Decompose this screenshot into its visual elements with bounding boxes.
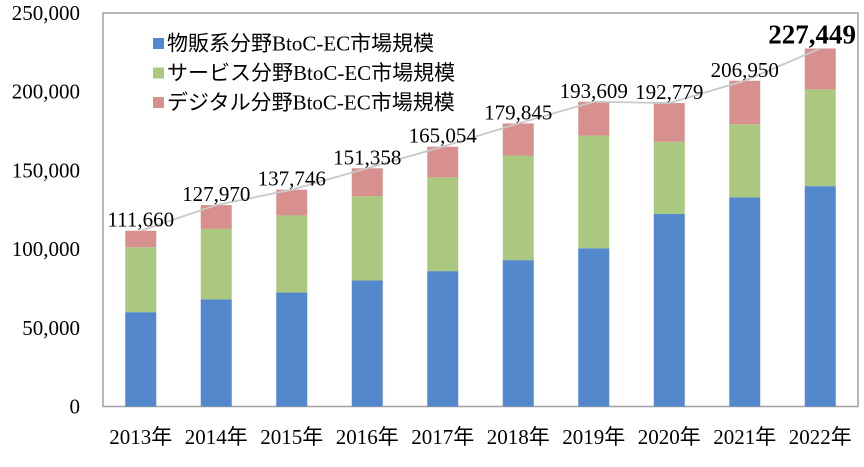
bar-segment-2019年-series1 xyxy=(578,135,610,249)
bar-segment-2021年-series2 xyxy=(729,80,761,125)
bar-segment-2016年-series1 xyxy=(351,196,383,281)
y-tick-label-0: 0 xyxy=(70,395,81,419)
bar-segment-2019年-series2 xyxy=(578,101,610,136)
legend-swatch-series2 xyxy=(153,97,164,108)
total-label-2015年: 137,746 xyxy=(258,167,326,191)
total-label-2019年: 193,609 xyxy=(560,79,628,103)
x-axis-label-2014年: 2014年 xyxy=(185,425,248,449)
bar-segment-2018年-series1 xyxy=(502,155,534,261)
total-label-2021年: 206,950 xyxy=(711,58,779,82)
plot-border xyxy=(102,12,859,408)
total-line xyxy=(140,47,821,232)
bar-segment-2016年-series0 xyxy=(351,280,383,407)
bar-segment-2013年-series2 xyxy=(125,230,157,248)
bar-segment-2015年-series1 xyxy=(276,215,308,293)
x-axis-label-2022年: 2022年 xyxy=(789,425,852,449)
x-axis-label-2020年: 2020年 xyxy=(638,425,701,449)
legend-swatch-series0 xyxy=(153,38,164,49)
bar-segment-2014年-series0 xyxy=(200,299,232,407)
bar-segment-2016年-series2 xyxy=(351,168,383,197)
x-axis-label-2017年: 2017年 xyxy=(411,425,474,449)
bar-segment-2020年-series0 xyxy=(653,213,685,407)
total-label-2017年: 165,054 xyxy=(409,124,478,148)
total-label-2022年: 227,449 xyxy=(768,19,856,49)
y-tick-label-50,000: 50,000 xyxy=(22,316,80,340)
bar-segment-2021年-series1 xyxy=(729,124,761,198)
bar-segment-2018年-series0 xyxy=(502,260,534,407)
bar-segment-2018年-series2 xyxy=(502,123,534,156)
bar-segment-2013年-series0 xyxy=(125,312,157,407)
total-label-2018年: 179,845 xyxy=(484,100,552,124)
legend-swatch-series1 xyxy=(153,67,164,79)
bar-segment-2014年-series1 xyxy=(200,228,232,300)
bar-segment-2022年-series1 xyxy=(804,89,836,187)
bar-segment-2017年-series2 xyxy=(427,146,459,178)
bar-segment-2022年-series0 xyxy=(804,186,836,407)
x-axis-label-2013年: 2013年 xyxy=(109,425,172,449)
legend-label-series2: デジタル分野BtoC-EC市場規模 xyxy=(167,91,455,115)
bar-segment-2020年-series2 xyxy=(653,103,685,142)
bar-segment-2014年-series2 xyxy=(200,205,232,229)
total-label-2016年: 151,358 xyxy=(333,145,401,169)
x-axis-label-2021年: 2021年 xyxy=(713,425,776,449)
legend-label-series0: 物販系分野BtoC-EC市場規模 xyxy=(167,32,434,56)
bar-segment-2021年-series0 xyxy=(729,197,761,407)
legend-label-series1: サービス分野BtoC-EC市場規模 xyxy=(167,61,455,85)
y-tick-label-150,000: 150,000 xyxy=(12,158,80,182)
y-tick-label-250,000: 250,000 xyxy=(12,1,80,25)
bar-segment-2022年-series2 xyxy=(804,48,836,90)
x-axis-label-2016年: 2016年 xyxy=(336,425,399,449)
total-label-2013年: 111,660 xyxy=(107,208,174,232)
bar-segment-2015年-series2 xyxy=(276,189,308,216)
bar-segment-2017年-series0 xyxy=(427,271,459,407)
x-axis-label-2019年: 2019年 xyxy=(562,425,625,449)
bar-segment-2020年-series1 xyxy=(653,141,685,214)
bar-segment-2019年-series0 xyxy=(578,248,610,407)
x-axis-label-2015年: 2015年 xyxy=(260,425,323,449)
total-label-2020年: 192,779 xyxy=(635,80,703,104)
bar-segment-2015年-series0 xyxy=(276,292,308,407)
bar-segment-2013年-series1 xyxy=(125,247,157,313)
y-tick-label-200,000: 200,000 xyxy=(12,80,80,104)
bar-segment-2017年-series1 xyxy=(427,177,459,272)
x-axis-label-2018年: 2018年 xyxy=(487,425,550,449)
y-tick-label-100,000: 100,000 xyxy=(12,237,80,261)
total-label-2014年: 127,970 xyxy=(182,182,250,206)
